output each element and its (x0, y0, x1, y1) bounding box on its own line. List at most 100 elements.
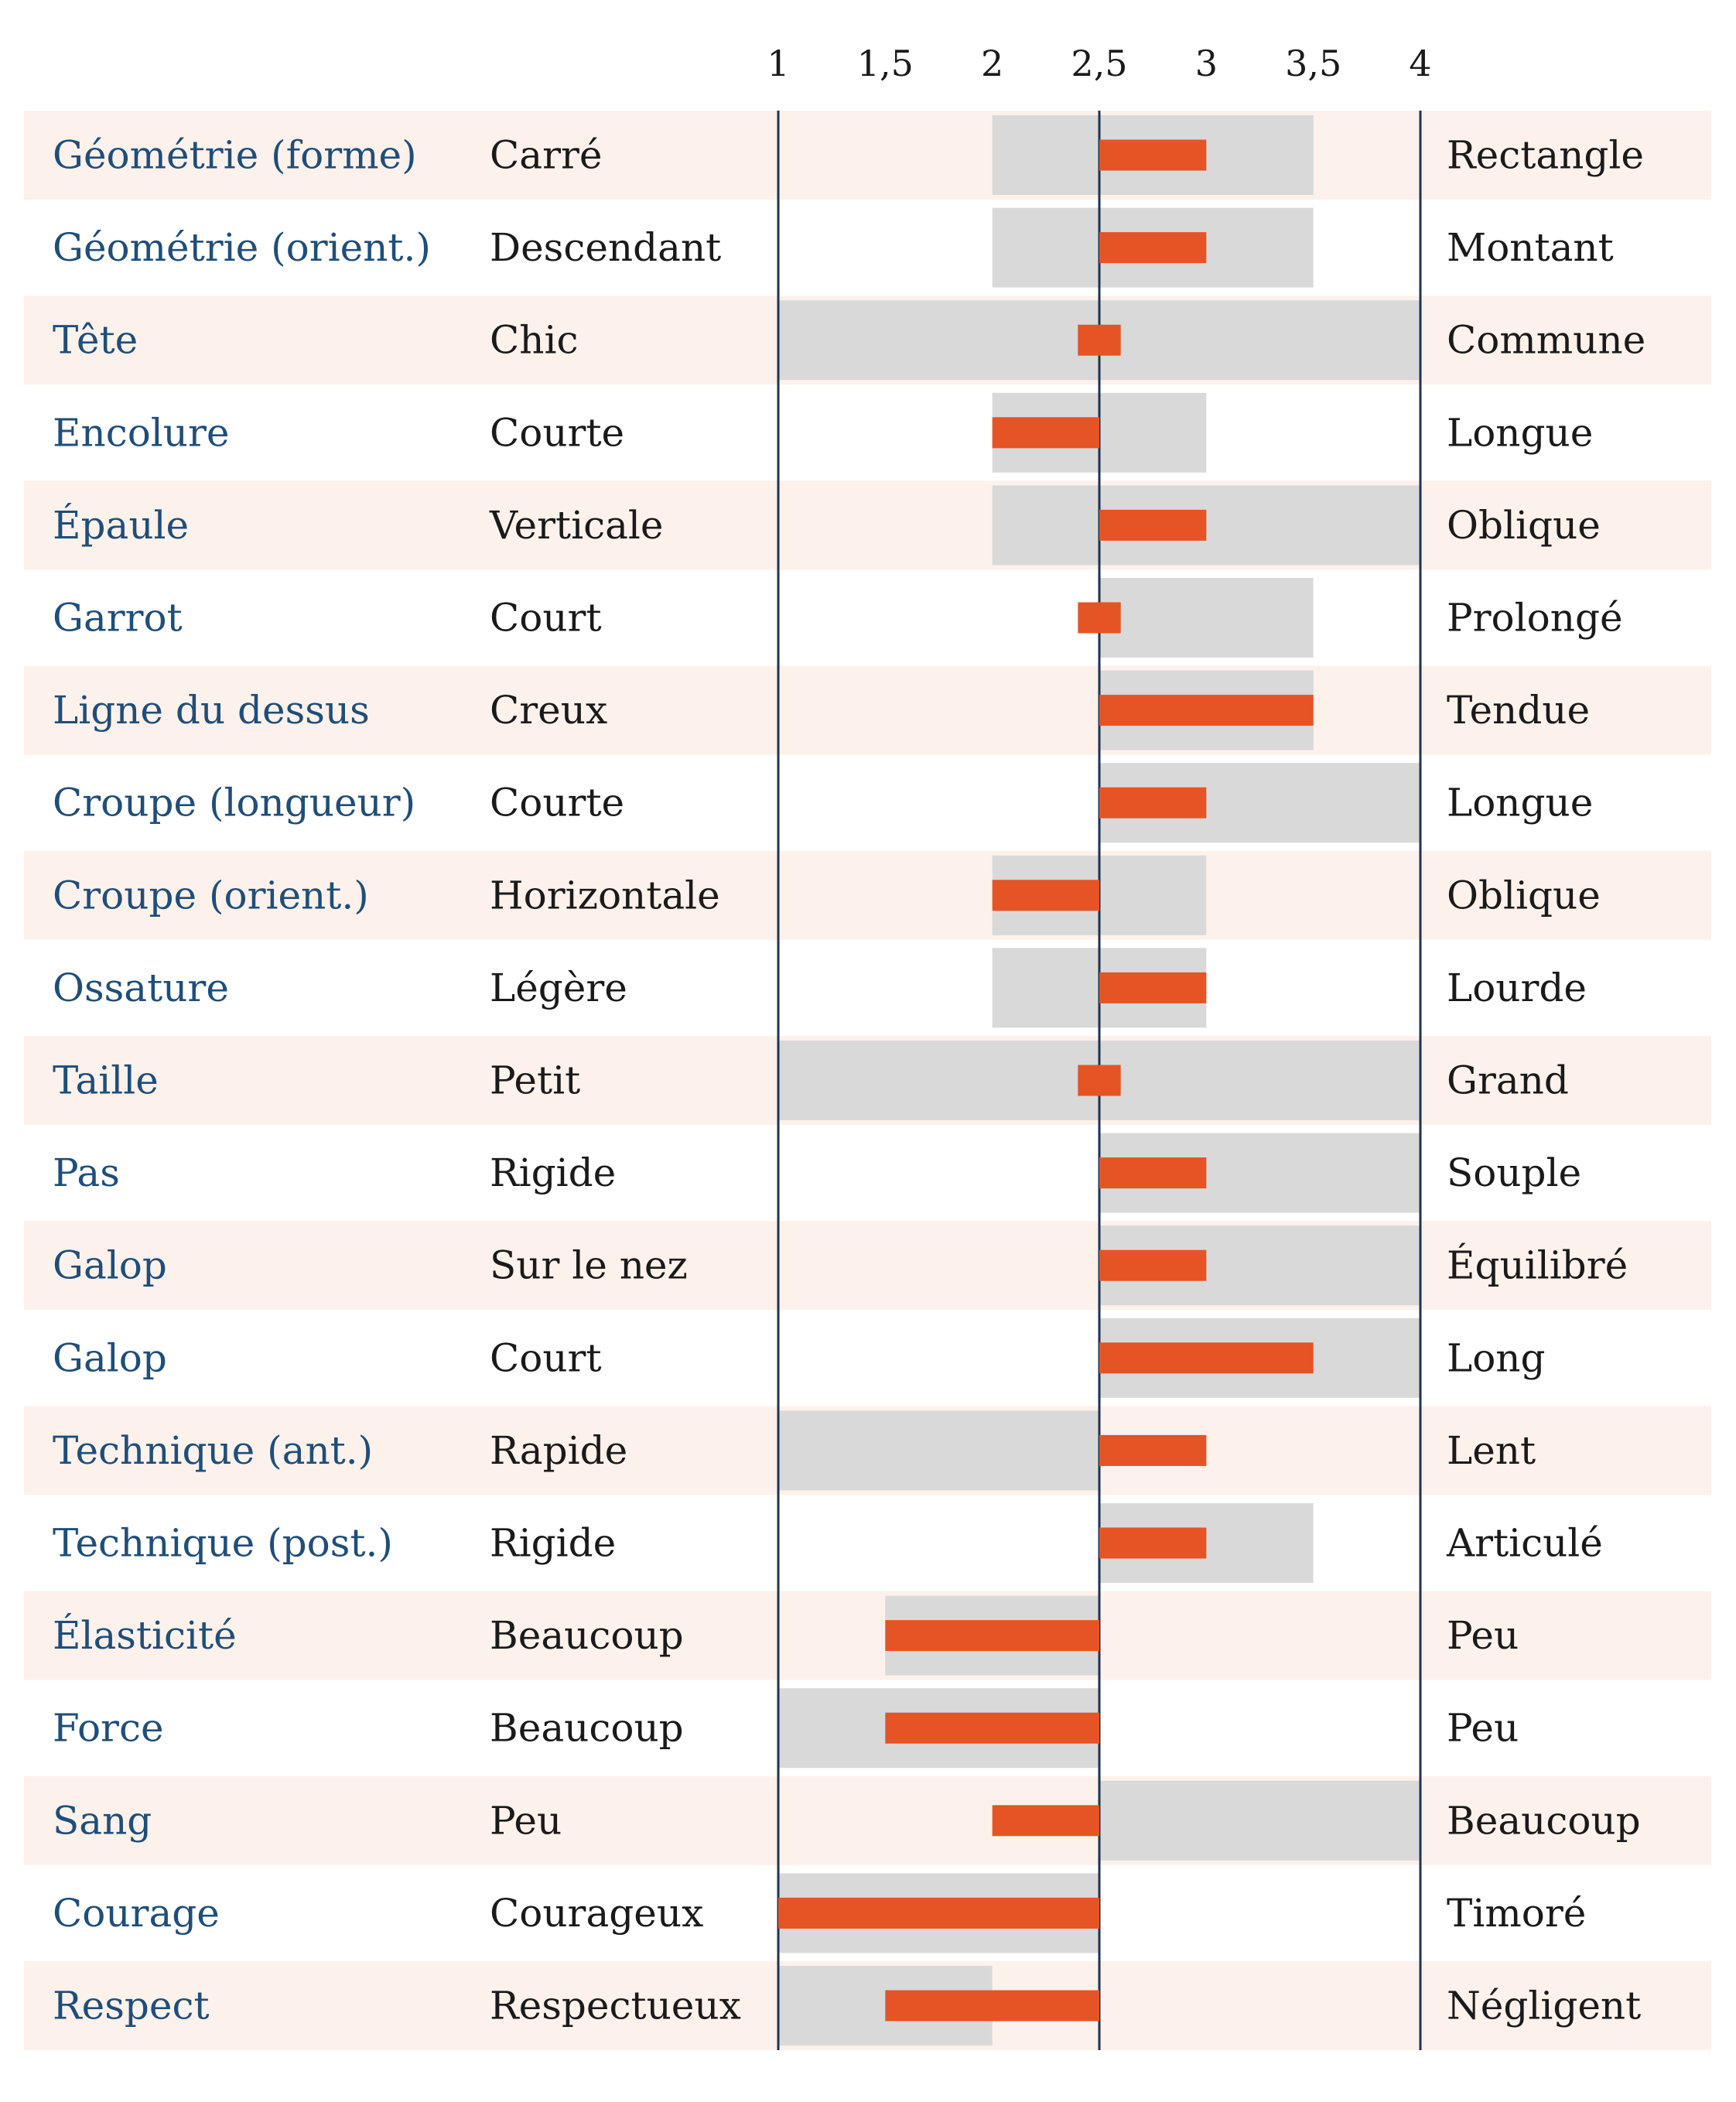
range-bar (1099, 578, 1314, 658)
value-bar (885, 1990, 1099, 2022)
x-tick-labels: 1 1,5 2 2,5 3 3,5 4 (767, 43, 1431, 84)
category-label: Tête (53, 318, 138, 363)
low-label: Beaucoup (490, 1706, 684, 1751)
row-band (24, 1499, 1711, 1588)
category-label: Technique (ant.) (53, 1428, 373, 1473)
row-band (24, 1591, 1711, 1680)
range-bar (1099, 1780, 1420, 1861)
category-label: Galop (53, 1335, 167, 1380)
value-bar (885, 1620, 1099, 1652)
value-bar (1099, 509, 1207, 541)
row-band (24, 111, 1711, 200)
value-bar (1099, 1249, 1207, 1281)
value-bar (885, 1712, 1099, 1744)
low-label: Courageux (490, 1891, 703, 1936)
category-label: Pas (53, 1150, 120, 1195)
category-label: Élasticité (53, 1612, 237, 1658)
category-label: Géométrie (forme) (53, 133, 417, 178)
row-band (24, 388, 1711, 477)
value-bar (1099, 695, 1314, 726)
high-label: Souple (1447, 1150, 1581, 1195)
high-label: Équilibré (1447, 1242, 1628, 1288)
category-label: Technique (post.) (53, 1521, 393, 1566)
high-label: Timoré (1447, 1891, 1586, 1936)
low-label: Court (490, 1335, 602, 1380)
category-label: Croupe (longueur) (53, 781, 415, 825)
value-bar (992, 417, 1099, 449)
value-bar (778, 1897, 1099, 1929)
category-label: Garrot (53, 596, 183, 641)
low-label: Verticale (489, 503, 664, 548)
low-label: Descendant (490, 225, 721, 270)
row-labels: Géométrie (forme) Carré Rectangle Géométrie… (53, 133, 1645, 2029)
row-band (24, 665, 1711, 755)
range-bar (778, 1410, 1099, 1491)
low-label: Beaucoup (490, 1613, 684, 1658)
value-bar (1099, 1527, 1207, 1559)
high-label: Montant (1447, 225, 1614, 270)
high-label: Lourde (1447, 966, 1587, 1010)
high-label: Tendue (1447, 688, 1590, 733)
category-label: Encolure (53, 410, 230, 455)
x-tick-label: 1 (767, 43, 789, 84)
high-label: Oblique (1447, 873, 1601, 918)
high-label: Longue (1447, 410, 1593, 455)
row-band (24, 573, 1711, 662)
low-label: Respectueux (490, 1984, 741, 2029)
x-tick-label: 4 (1409, 43, 1431, 84)
row-band (24, 1128, 1711, 1218)
category-label: Force (53, 1706, 164, 1751)
category-label: Croupe (orient.) (53, 873, 369, 918)
row-bands (24, 111, 1711, 2050)
value-bar (1099, 1342, 1314, 1374)
high-label: Peu (1447, 1706, 1519, 1751)
low-label: Courte (490, 410, 624, 455)
low-label: Peu (490, 1798, 562, 1843)
high-label: Lent (1447, 1428, 1536, 1473)
high-label: Grand (1447, 1058, 1569, 1103)
high-label: Commune (1447, 318, 1645, 363)
low-label: Creux (490, 688, 607, 733)
value-bar (1078, 324, 1121, 356)
value-bar (1099, 139, 1207, 171)
row-band (24, 480, 1711, 570)
value-bar (1099, 787, 1207, 819)
category-label: Galop (53, 1243, 167, 1288)
category-label: Taille (53, 1058, 159, 1103)
row-band (24, 1776, 1711, 1865)
value-bar (992, 1805, 1099, 1837)
high-label: Peu (1447, 1613, 1519, 1658)
high-label: Rectangle (1447, 133, 1644, 178)
x-tick-label: 2 (981, 43, 1003, 84)
value-bars (778, 139, 1314, 2022)
low-label: Horizontale (490, 873, 720, 918)
category-label: Ligne du dessus (53, 688, 370, 733)
high-label: Beaucoup (1447, 1798, 1641, 1843)
value-bar (1099, 1157, 1207, 1189)
low-label: Court (490, 596, 602, 641)
value-bar (992, 880, 1099, 911)
high-label: Longue (1447, 781, 1593, 825)
low-label: Sur le nez (490, 1243, 688, 1288)
low-label: Rapide (490, 1428, 627, 1473)
high-label: Négligent (1447, 1984, 1641, 2029)
category-label: Courage (53, 1891, 220, 1936)
x-tick-label: 1,5 (857, 43, 914, 84)
value-bar (1099, 1434, 1207, 1466)
row-band (24, 758, 1711, 848)
value-bar (1099, 972, 1207, 1003)
low-label: Légère (490, 966, 627, 1010)
high-label: Oblique (1447, 503, 1601, 548)
low-label: Rigide (490, 1150, 616, 1195)
row-band (24, 203, 1711, 292)
row-band (24, 1221, 1711, 1311)
value-bar (1078, 602, 1121, 634)
category-label: Épaule (53, 502, 189, 548)
high-label: Prolongé (1447, 596, 1623, 641)
low-label: Petit (490, 1058, 580, 1103)
x-tick-label: 3,5 (1285, 43, 1341, 84)
low-label: Carré (490, 133, 602, 178)
category-label: Géométrie (orient.) (53, 225, 431, 270)
x-tick-label: 3 (1195, 43, 1218, 84)
value-bar (1099, 232, 1207, 264)
